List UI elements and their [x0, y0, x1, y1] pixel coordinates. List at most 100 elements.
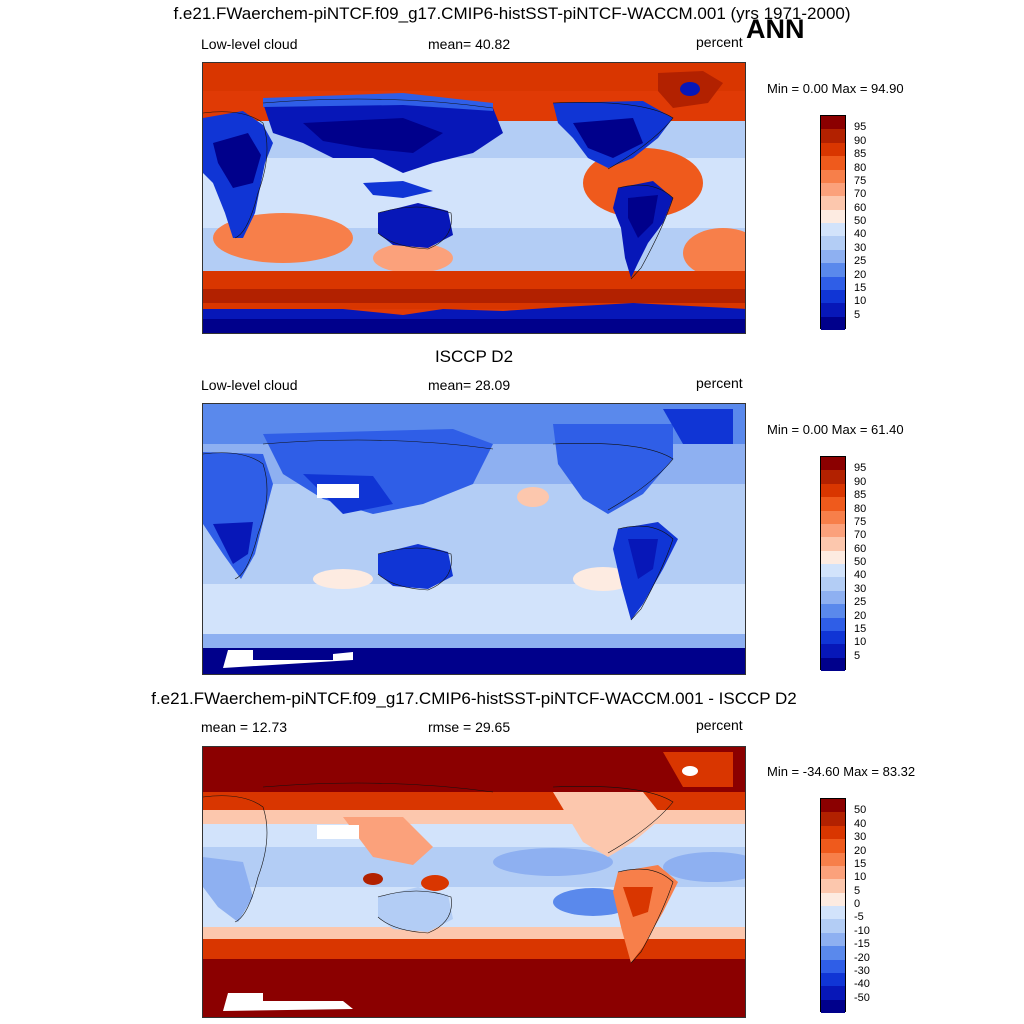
colorbar-label: 85: [854, 489, 867, 502]
colorbar-label: 50: [854, 215, 867, 227]
panel3-units-label: percent: [696, 717, 743, 733]
colorbar-swatch: [821, 303, 845, 317]
panel1-mean-label: mean= 40.82: [428, 36, 511, 52]
colorbar-swatch: [821, 116, 845, 130]
colorbar-label: 5: [854, 308, 861, 321]
colorbar-swatch: [821, 919, 845, 933]
colorbar-label: 20: [854, 609, 867, 622]
colorbar-swatch: [821, 196, 845, 210]
colorbar-label: 50: [854, 556, 867, 568]
colorbar-swatch: [821, 906, 845, 920]
season-label: ANN: [746, 14, 805, 44]
colorbar-label: 70: [854, 529, 867, 542]
colorbar-label: 20: [854, 844, 867, 857]
colorbar-label: 80: [854, 502, 867, 515]
colorbar-label: 90: [854, 134, 867, 147]
colorbar-label: 0: [854, 898, 861, 910]
colorbar-swatch: [821, 263, 845, 277]
colorbar-swatch: [821, 142, 845, 157]
panel1-map: [202, 62, 746, 334]
colorbar-swatch: [821, 457, 845, 471]
colorbar-swatch: [821, 169, 845, 183]
colorbar-label: 25: [854, 596, 867, 609]
colorbar-swatch: [821, 483, 845, 498]
colorbar-swatch: [821, 276, 845, 290]
colorbar-swatch: [821, 577, 845, 591]
colorbar-label: 5: [854, 649, 861, 662]
colorbar-swatch: [821, 129, 845, 143]
colorbar-swatch: [821, 617, 845, 631]
colorbar-swatch: [821, 865, 845, 880]
colorbar-label: 15: [854, 281, 867, 294]
colorbar-label: 10: [854, 871, 867, 884]
panel3-rmse-label: rmse = 29.65: [428, 719, 511, 735]
colorbar-swatch: [821, 604, 845, 618]
colorbar-label: 20: [854, 268, 867, 281]
panel2-colorbar: [820, 456, 846, 671]
colorbar-swatch: [821, 932, 845, 947]
colorbar-label: -40: [854, 978, 870, 991]
colorbar-label: -20: [854, 951, 870, 964]
colorbar-swatch: [821, 839, 845, 853]
colorbar-label: 80: [854, 161, 867, 174]
panel2-map: [202, 403, 746, 675]
colorbar-label: 95: [854, 462, 867, 475]
colorbar-swatch: [821, 510, 845, 524]
colorbar-label: 15: [854, 622, 867, 635]
colorbar-swatch: [821, 249, 845, 264]
panel2-mean-label: mean= 28.09: [428, 377, 511, 393]
panel2-variable-label: Low-level cloud: [201, 377, 298, 393]
panel1-units-label: percent: [696, 34, 743, 50]
colorbar-label: -30: [854, 964, 870, 977]
colorbar-swatch: [821, 644, 845, 658]
panel3-title: f.e21.FWaerchem-piNTCF.f09_g17.CMIP6-his…: [151, 689, 797, 708]
colorbar-swatch: [821, 537, 845, 551]
colorbar-swatch: [821, 825, 845, 840]
colorbar-label: 85: [854, 148, 867, 161]
colorbar-swatch: [821, 316, 845, 330]
colorbar-swatch: [821, 986, 845, 1000]
panel1-variable-label: Low-level cloud: [201, 36, 298, 52]
colorbar-swatch: [821, 812, 845, 826]
panel1-title: f.e21.FWaerchem-piNTCF.f09_g17.CMIP6-his…: [173, 4, 851, 23]
panel1-minmax: Min = 0.00 Max = 94.90: [767, 81, 904, 96]
colorbar-swatch: [821, 590, 845, 605]
colorbar-label: 15: [854, 857, 867, 870]
panel2-units-label: percent: [696, 375, 743, 391]
colorbar-swatch: [821, 852, 845, 866]
colorbar-label: 5: [854, 884, 861, 897]
colorbar-swatch: [821, 999, 845, 1013]
colorbar-swatch: [821, 879, 845, 893]
panel2-title: ISCCP D2: [434, 347, 514, 366]
colorbar-label: 95: [854, 121, 867, 134]
colorbar-label: 70: [854, 188, 867, 201]
colorbar-label: 60: [854, 542, 867, 555]
colorbar-swatch: [821, 892, 845, 906]
colorbar-swatch: [821, 470, 845, 484]
colorbar-label: 10: [854, 636, 867, 649]
colorbar-swatch: [821, 946, 845, 960]
colorbar-label: 90: [854, 475, 867, 488]
colorbar-swatch: [821, 289, 845, 304]
colorbar-label: -15: [854, 938, 870, 951]
panel3-colorbar: [820, 798, 846, 1013]
panel3-minmax: Min = -34.60 Max = 83.32: [767, 764, 916, 779]
colorbar-label: 40: [854, 228, 867, 241]
panel3-map: [202, 746, 746, 1018]
colorbar-swatch: [821, 209, 845, 223]
colorbar-swatch: [821, 799, 845, 813]
colorbar-swatch: [821, 630, 845, 645]
colorbar-label: 30: [854, 831, 867, 844]
panel2-minmax: Min = 0.00 Max = 61.40: [767, 422, 904, 437]
colorbar-swatch: [821, 523, 845, 538]
colorbar-swatch: [821, 657, 845, 671]
colorbar-label: 75: [854, 515, 867, 528]
colorbar-label: 40: [854, 569, 867, 582]
panel3-mean-label: mean = 12.73: [201, 719, 288, 735]
colorbar-label: 75: [854, 174, 867, 187]
colorbar-label: 50: [854, 804, 867, 817]
colorbar-swatch: [821, 156, 845, 170]
colorbar-swatch: [821, 550, 845, 564]
panel1-colorbar: [820, 115, 846, 330]
colorbar-label: 10: [854, 295, 867, 308]
